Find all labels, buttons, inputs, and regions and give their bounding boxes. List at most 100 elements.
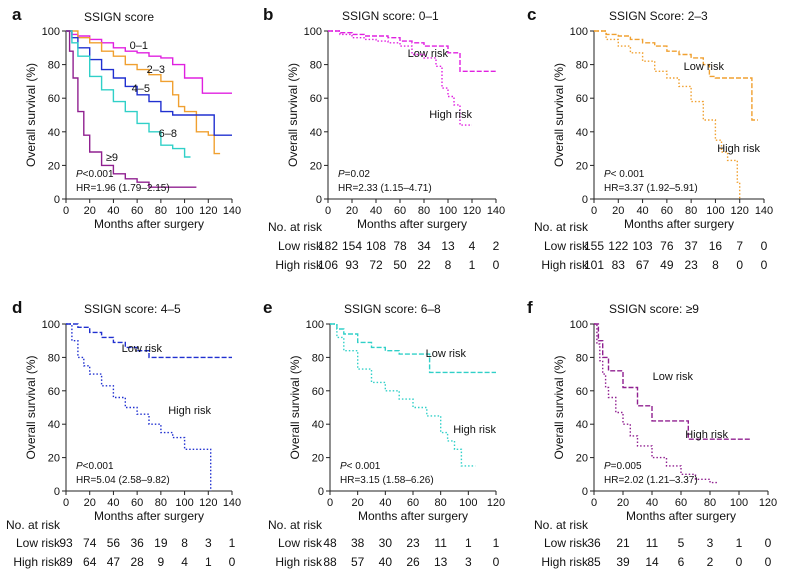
series-label: 0–1 [130,40,148,52]
risk-cell: 19 [154,536,168,550]
x-tick-label: 100 [730,497,748,509]
y-tick-label: 100 [570,26,588,38]
risk-cell: 50 [393,258,407,272]
x-tick-label: 0 [591,497,597,509]
risk-cell: 101 [584,258,604,272]
y-axis-label: Overall survival (%) [24,355,38,459]
x-tick-label: 60 [131,497,143,509]
risk-row-label: Low risk [544,536,589,550]
risk-cell: 93 [345,258,359,272]
x-tick-label: 60 [407,497,419,509]
y-tick-label: 100 [304,26,322,38]
x-tick-label: 0 [325,205,331,217]
x-tick-label: 40 [636,205,648,217]
y-tick-label: 20 [312,453,324,465]
x-tick-label: 40 [370,205,382,217]
risk-cell: 39 [616,555,630,569]
series-label: Low risk [408,48,449,60]
x-tick-label: 20 [352,497,364,509]
chart-title: SSIGN score: 6–8 [344,302,441,316]
risk-cell: 48 [323,536,337,550]
risk-cell: 74 [83,536,97,550]
risk-cell: 4 [469,239,476,253]
risk-cell: 103 [633,239,653,253]
risk-cell: 1 [736,536,743,550]
y-tick-label: 60 [576,386,588,398]
x-tick-label: 0 [63,205,69,217]
risk-cell: 67 [636,258,650,272]
y-tick-label: 0 [318,486,324,498]
survival-curve [66,323,232,359]
risk-cell: 0 [761,239,768,253]
risk-cell: 0 [761,258,768,272]
risk-cell: 23 [406,536,420,550]
x-tick-label: 20 [346,205,358,217]
p-value: P< 0.001 [604,169,645,180]
y-tick-label: 40 [48,419,60,431]
risk-cell: 1 [469,258,476,272]
x-tick-label: 0 [63,497,69,509]
y-tick-label: 80 [576,352,588,364]
risk-cell: 30 [379,536,393,550]
risk-cell: 85 [587,555,601,569]
x-tick-label: 120 [199,497,217,509]
x-tick-label: 60 [131,205,143,217]
survival-curve [66,30,191,158]
survival-curve [594,30,758,121]
risk-cell: 6 [678,555,685,569]
panel-label: f [527,298,533,317]
y-tick-label: 100 [42,319,60,331]
risk-row-label: High risk [541,555,589,569]
risk-row-label: Low risk [278,239,323,253]
risk-cell: 108 [366,239,386,253]
x-axis-label: Months after surgery [94,509,204,523]
risk-cell: 7 [736,239,743,253]
risk-cell: 0 [229,555,236,569]
series-label: 6–8 [159,128,177,140]
panel-label: a [12,5,22,24]
p-value: P=0.02 [338,169,370,180]
risk-cell: 182 [318,239,338,253]
risk-cell: 26 [406,555,420,569]
x-tick-label: 20 [617,497,629,509]
hazard-ratio: HR=5.04 (2.58–9.82) [76,475,170,486]
x-tick-label: 40 [379,497,391,509]
x-tick-label: 40 [646,497,658,509]
risk-cell: 1 [465,536,472,550]
x-axis-label: Months after surgery [94,217,204,231]
risk-cell: 36 [587,536,601,550]
y-tick-label: 0 [54,194,60,206]
risk-cell: 49 [660,258,674,272]
p-value: P<0.001 [76,169,114,180]
y-axis-label: Overall survival (%) [552,63,566,167]
risk-cell: 0 [765,555,772,569]
y-tick-label: 0 [582,194,588,206]
risk-cell: 36 [130,536,144,550]
y-tick-label: 80 [310,60,322,72]
risk-cell: 64 [83,555,97,569]
panel-a: a SSIGN score 0 20 40 60 80 100 0 20 40 60 80 100 120 1… [12,5,241,231]
survival-curve [330,323,496,374]
y-tick-label: 60 [310,93,322,105]
risk-cell: 38 [351,536,365,550]
chart-title: SSIGN Score: 2–3 [609,9,708,23]
x-tick-label: 80 [418,205,430,217]
risk-cell: 88 [323,555,337,569]
risk-row-label: Low risk [16,536,61,550]
risk-cell: 106 [318,258,338,272]
x-tick-label: 120 [199,205,217,217]
risk-cell: 28 [130,555,144,569]
risk-cell: 34 [417,239,431,253]
risk-cell: 40 [379,555,393,569]
risk-cell: 0 [736,555,743,569]
x-tick-label: 100 [439,205,457,217]
risk-cell: 8 [712,258,719,272]
risk-table-header: No. at risk [6,518,61,532]
x-tick-label: 120 [487,497,505,509]
